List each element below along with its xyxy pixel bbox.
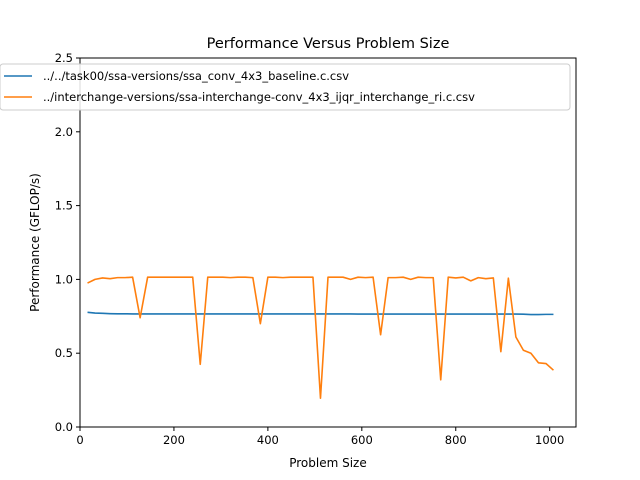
y-tick-label: 1.0 [55,272,73,286]
legend-label-1: ../../task00/ssa-versions/ssa_conv_4x3_b… [43,69,349,83]
x-tick-label: 0 [76,433,83,447]
x-axis: 0 200 400 600 800 1000 [76,427,564,447]
legend-label-2: ../interchange-versions/ssa-interchange-… [43,90,475,104]
y-tick-label: 2.0 [55,125,73,139]
chart-title: Performance Versus Problem Size [207,36,450,52]
series-lines [87,276,554,400]
x-tick-label: 400 [257,433,279,447]
y-tick-label: 1.5 [55,199,73,213]
series-line-1 [87,311,554,316]
x-tick-label: 600 [351,433,373,447]
x-tick-label: 800 [445,433,467,447]
y-axis-label: Performance (GFLOP/s) [28,173,42,312]
series-line-2 [87,276,554,400]
legend: ../../task00/ssa-versions/ssa_conv_4x3_b… [0,63,571,111]
y-tick-label: 0.0 [55,420,73,434]
x-tick-label: 1000 [535,433,564,447]
x-tick-label: 200 [163,433,185,447]
legend-box [0,63,571,111]
x-axis-label: Problem Size [289,456,367,470]
y-tick-label: 0.5 [55,346,73,360]
axes-frame [79,57,577,428]
y-tick-label: 2.5 [55,51,73,65]
y-axis: 0.0 0.5 1.0 1.5 2.0 2.5 [55,51,80,434]
